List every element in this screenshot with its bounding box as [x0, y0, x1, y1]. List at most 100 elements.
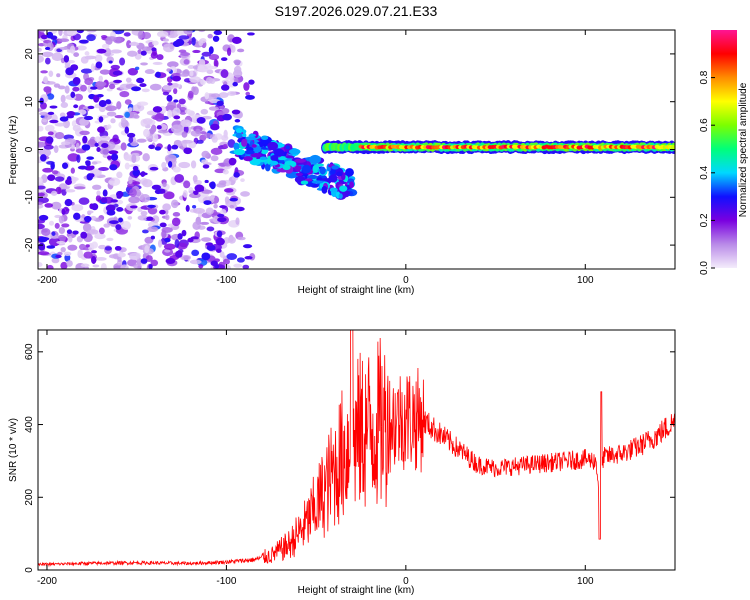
spectrogram-noise-blob: [162, 91, 170, 96]
spectrogram-noise-blob: [115, 224, 122, 231]
spectrogram-noise-blob: [200, 78, 206, 86]
spectrogram-noise-blob: [164, 154, 177, 164]
spectrogram-noise-blob: [69, 45, 76, 54]
spectrogram-chirp-blob: [307, 174, 318, 180]
spectrogram-noise-blob: [38, 185, 46, 190]
spectrogram-noise-blob: [129, 41, 140, 47]
spectrogram-noise-blob: [106, 36, 117, 42]
spectrogram-noise-blob: [234, 119, 241, 123]
spectrogram-noise-blob: [54, 131, 65, 140]
spectrogram-noise-blob: [80, 231, 88, 239]
figure-title: S197.2026.029.07.21.E33: [275, 3, 438, 19]
spectrogram-noise-blob: [77, 249, 84, 259]
spectrogram-noise-blob: [67, 153, 80, 162]
spectrogram-xtick-label: -100: [216, 275, 236, 286]
spectrogram-chirp-blob: [339, 185, 348, 192]
spectrogram-chirp-blob: [326, 177, 334, 182]
spectrogram-noise-blob: [63, 55, 70, 63]
spectrogram-noise-blob: [213, 203, 218, 209]
spectrogram-noise-blob: [178, 106, 188, 115]
spectrogram-noise-blob: [216, 100, 224, 107]
spectrogram-noise-blob: [50, 201, 62, 210]
spectrogram-noise-blob: [38, 223, 45, 230]
spectrogram-noise-blob: [108, 83, 116, 90]
spectrogram-chirp-blob: [243, 156, 253, 162]
spectrogram-chirp-blob: [270, 155, 279, 161]
spectrogram-noise-blob: [202, 164, 210, 169]
spectrogram-noise-blob: [145, 255, 153, 263]
spectrogram-noise-blob: [217, 213, 225, 218]
spectrogram-noise-blob: [76, 30, 84, 34]
spectrogram-noise-blob: [187, 237, 194, 243]
spectrogram-noise-blob: [210, 93, 221, 98]
spectrogram-noise-blob: [107, 155, 113, 160]
spectrogram-noise-blob: [127, 50, 138, 57]
spectrogram-noise-blob: [227, 91, 237, 96]
spectrogram-noise-blob: [73, 104, 79, 109]
spectrogram-noise-blob: [59, 46, 69, 51]
spectrogram-noise-blob: [47, 174, 56, 181]
spectrogram-noise-blob: [118, 217, 124, 223]
spectrogram-noise-blob: [136, 138, 147, 143]
spectrogram-noise-blob: [125, 77, 132, 83]
spectrogram-noise-blob: [178, 161, 191, 169]
spectrogram-noise-blob: [60, 94, 66, 103]
spectrogram-noise-blob: [150, 51, 158, 59]
spectrogram-noise-blob: [174, 239, 180, 248]
spectrogram-chirp-blob: [312, 164, 320, 174]
spectrogram-noise-blob: [108, 254, 121, 259]
spectrogram-noise-blob: [231, 36, 242, 44]
spectrogram-noise-blob: [233, 59, 241, 65]
spectrogram-noise-blob: [95, 257, 107, 261]
spectrogram-noise-blob: [137, 30, 144, 40]
spectrogram-noise-blob: [51, 257, 60, 264]
spectrogram-noise-blob: [87, 229, 99, 235]
spectrogram-chirp-blob: [249, 158, 261, 166]
spectrogram-noise-blob: [199, 221, 210, 225]
spectrogram-noise-blob: [100, 262, 107, 269]
spectrogram-noise-blob: [39, 30, 46, 33]
spectrogram-noise-blob: [71, 177, 79, 182]
spectrogram-noise-blob: [216, 182, 227, 188]
spectrogram-noise-blob: [181, 139, 194, 144]
spectrogram-noise-blob: [121, 117, 127, 124]
spectrogram-noise-blob: [223, 258, 230, 265]
spectrogram-noise-blob: [132, 169, 141, 177]
spectrogram-noise-blob: [108, 60, 113, 64]
spectrogram-noise-blob: [221, 84, 230, 91]
spectrogram-noise-blob: [148, 144, 155, 150]
spectrogram-noise-blob: [140, 210, 148, 216]
spectrogram-noise-blob: [166, 101, 177, 109]
spectrogram-noise-blob: [108, 220, 119, 225]
spectrogram-noise-blob: [192, 65, 199, 70]
spectrogram-ytick-label: -20: [24, 237, 35, 252]
spectrogram-noise-blob: [96, 147, 101, 153]
spectrogram-noise-blob: [90, 63, 95, 72]
spectrogram-noise-blob: [129, 205, 138, 209]
spectrogram-noise-blob: [140, 171, 146, 177]
spectrogram-noise-blob: [43, 144, 54, 150]
spectrogram-noise-blob: [78, 197, 90, 205]
spectrogram-noise-blob: [59, 116, 69, 122]
spectrogram-noise-blob: [222, 143, 228, 149]
spectrogram-chirp-blob: [309, 154, 322, 164]
spectrogram-noise-blob: [99, 147, 110, 155]
spectrogram-chirp-blob: [248, 133, 257, 137]
spectrogram-noise-blob: [105, 99, 111, 104]
spectrogram-noise-blob: [206, 69, 214, 75]
spectrogram-noise-blob: [73, 52, 80, 57]
spectrogram-noise-blob: [165, 257, 176, 265]
spectrogram-noise-blob: [94, 54, 103, 63]
spectrogram-noise-blob: [174, 173, 185, 183]
spectrogram-noise-blob: [198, 58, 206, 67]
spectrogram-noise-blob: [175, 250, 183, 258]
spectrogram-noise-blob: [231, 109, 241, 115]
spectrogram-noise-blob: [242, 264, 250, 269]
spectrogram-noise-blob: [240, 178, 245, 183]
spectrogram-noise-blob: [235, 206, 245, 212]
spectrogram-noise-blob: [106, 124, 112, 130]
spectrogram-noise-blob: [60, 261, 68, 269]
spectrogram-noise-blob: [176, 30, 185, 37]
spectrogram-noise-blob: [128, 175, 133, 185]
